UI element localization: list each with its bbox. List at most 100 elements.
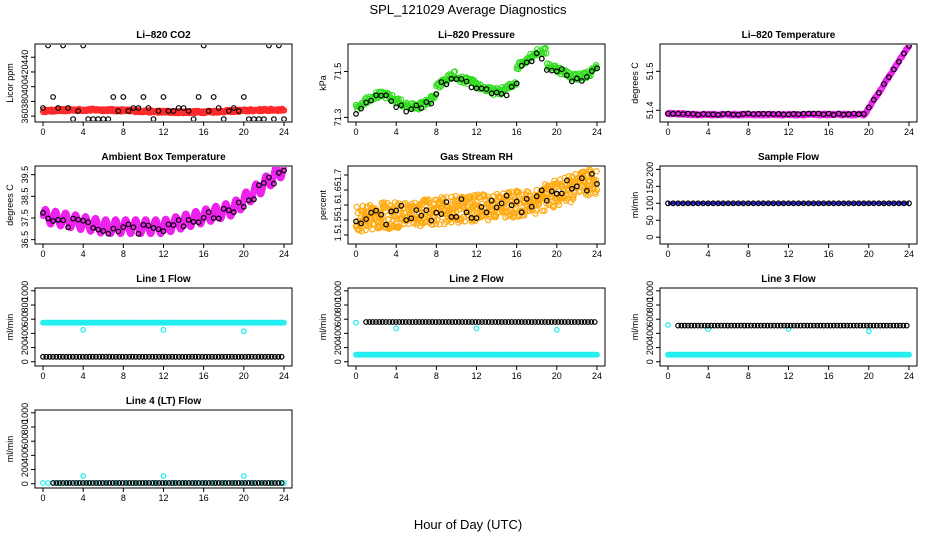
data-point [840, 322, 847, 329]
x-tick-label: 20 [239, 249, 249, 259]
data-point [565, 319, 572, 325]
data-point [215, 480, 222, 486]
data-point [691, 322, 698, 329]
plot-area [40, 319, 287, 360]
data-point [369, 319, 376, 325]
data-point [538, 55, 545, 62]
data-point [185, 353, 192, 360]
data-point [109, 353, 116, 360]
y-axis-label: percent [318, 189, 328, 220]
data-point [240, 94, 247, 100]
data-point [593, 61, 600, 69]
data-point [503, 192, 510, 199]
data-point [218, 353, 225, 360]
data-point [155, 226, 162, 233]
data-point [523, 59, 530, 66]
y-axis-label: Licor ppm [5, 63, 15, 103]
data-point [451, 68, 458, 75]
data-point [436, 84, 443, 91]
data-point [50, 353, 56, 360]
data-point [580, 168, 587, 175]
data-point [857, 322, 864, 329]
data-point [428, 100, 435, 107]
data-point [594, 65, 600, 72]
x-tick-label: 20 [239, 127, 249, 137]
data-point [515, 319, 522, 325]
data-point [432, 319, 439, 325]
data-point [240, 328, 247, 335]
series-fine [664, 45, 912, 119]
data-point [256, 116, 262, 121]
data-point [368, 209, 375, 216]
data-point [801, 322, 807, 329]
data-point [120, 224, 127, 231]
data-point [195, 480, 202, 486]
data-point [110, 225, 117, 232]
data-point [145, 222, 152, 229]
series-line_flow [353, 319, 600, 358]
y-tick-label: 51.4 [645, 102, 655, 120]
panel-title: Li–820 Temperature [742, 30, 836, 41]
y-tick-label: 1000 [20, 281, 30, 301]
series-hourly [40, 45, 287, 121]
data-point [564, 72, 570, 79]
data-point [493, 89, 500, 96]
data-point [574, 183, 580, 190]
panel-title: Gas Stream RH [440, 152, 513, 163]
data-point [508, 202, 515, 209]
y-axis-label: ml/min [5, 436, 15, 463]
data-point [453, 213, 460, 220]
x-tick-label: 4 [394, 127, 399, 137]
data-point [508, 83, 515, 90]
data-point [473, 325, 480, 332]
data-point [553, 326, 560, 333]
x-tick-label: 16 [199, 493, 209, 503]
data-point [518, 191, 525, 198]
data-point [76, 353, 83, 360]
data-point [235, 353, 242, 360]
data-point [275, 353, 282, 360]
data-point [53, 353, 60, 360]
data-point [481, 193, 488, 200]
data-point [212, 480, 219, 486]
data-point [705, 326, 712, 333]
x-tick-label: 12 [158, 249, 168, 259]
data-point [150, 224, 157, 231]
data-point [854, 322, 860, 329]
data-point [225, 108, 232, 114]
data-point [409, 319, 416, 325]
data-point [771, 322, 777, 329]
data-point [533, 50, 540, 57]
x-tick-label: 16 [824, 249, 834, 259]
x-axis-label: Hour of Day (UTC) [413, 517, 523, 532]
data-point [488, 197, 495, 204]
data-point [393, 325, 400, 332]
data-point [493, 212, 500, 220]
data-point [280, 167, 287, 171]
data-point [893, 322, 900, 329]
x-tick-label: 0 [666, 127, 671, 137]
series-line_flow [665, 322, 912, 358]
data-point [473, 199, 480, 206]
x-tick-label: 16 [824, 127, 834, 137]
data-point [443, 199, 450, 206]
x-tick-label: 12 [471, 371, 481, 381]
data-point [383, 319, 389, 325]
data-point [93, 353, 99, 360]
data-point [202, 480, 209, 486]
y-tick-label: 200 [20, 340, 30, 355]
data-point [119, 353, 126, 360]
plot-area [665, 200, 912, 207]
panel-title: Line 1 Flow [136, 274, 191, 285]
y-tick-label: 800 [645, 298, 655, 313]
x-tick-label: 4 [706, 249, 711, 259]
data-point [536, 197, 543, 205]
data-point [555, 198, 562, 206]
data-point [156, 480, 163, 486]
data-point [195, 94, 202, 100]
data-point [584, 187, 590, 194]
data-point [548, 319, 555, 325]
data-point [266, 174, 272, 181]
data-point [728, 322, 734, 329]
data-point [558, 190, 565, 197]
